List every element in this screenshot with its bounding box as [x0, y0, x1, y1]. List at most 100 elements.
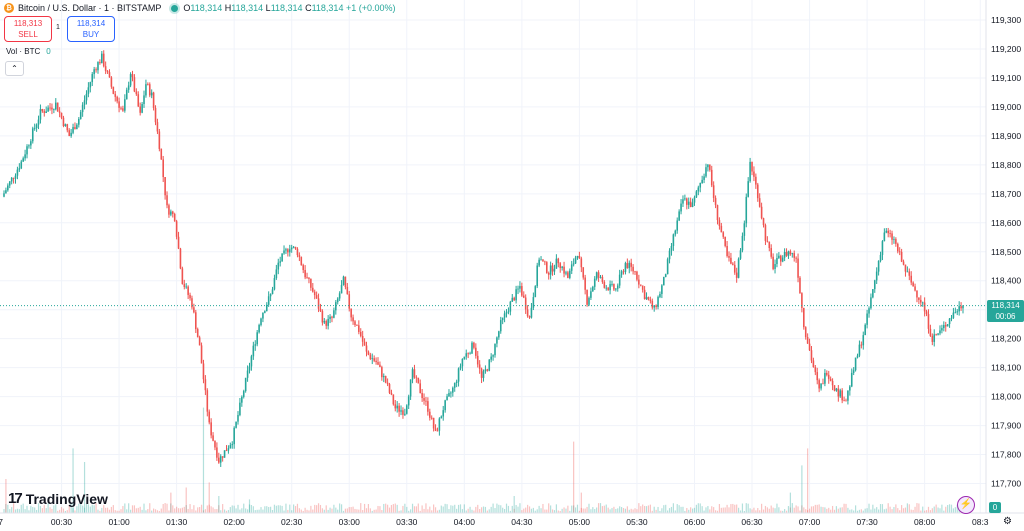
volume-bar	[116, 510, 118, 513]
volume-bar	[126, 509, 128, 513]
candle	[820, 383, 822, 389]
candle	[517, 288, 519, 290]
volume-bar	[233, 505, 235, 513]
price-axis[interactable]: 119,300 119,200 119,100 119,000 118,900 118,8…	[991, 15, 1021, 489]
volume-spike	[202, 407, 205, 513]
candle	[590, 291, 592, 298]
candle	[950, 317, 953, 319]
volume-bar	[396, 504, 398, 513]
candle	[716, 205, 719, 221]
candle	[651, 300, 654, 308]
volume-bar	[373, 509, 375, 513]
volume-bar	[208, 504, 210, 513]
volume-bar	[500, 505, 502, 513]
volume-bar	[853, 510, 855, 513]
volume-bar	[264, 506, 266, 513]
volume-bar	[588, 503, 590, 513]
candle	[726, 245, 728, 256]
volume-bar	[553, 510, 556, 513]
volume-bar	[592, 507, 594, 513]
candle	[785, 251, 788, 256]
volume-bar	[511, 505, 513, 513]
candle	[317, 298, 320, 309]
volume-bar	[714, 510, 717, 513]
candle	[231, 444, 234, 446]
candle	[262, 312, 264, 319]
volume-bar	[680, 506, 682, 513]
volume-bar	[667, 510, 669, 513]
volume-bar	[490, 506, 492, 513]
gear-icon[interactable]: ⚙	[1003, 516, 1012, 527]
volume-bar	[108, 509, 111, 513]
candle	[728, 255, 730, 258]
volume-bar	[935, 504, 937, 513]
sell-button[interactable]: 118,313 SELL	[4, 16, 52, 42]
lightning-icon[interactable]: ⚡	[957, 496, 975, 514]
candle	[233, 427, 235, 445]
volume-bar	[749, 508, 751, 513]
candle	[760, 206, 763, 219]
volume-bar	[736, 504, 738, 513]
volume-bar	[879, 504, 882, 513]
collapse-legend-button[interactable]: ⌃	[5, 61, 24, 76]
candle	[542, 259, 544, 262]
candle	[434, 428, 437, 431]
volume-bar	[281, 505, 283, 513]
volume-bar	[941, 504, 943, 513]
volume-bar	[172, 505, 174, 513]
candle	[574, 257, 577, 264]
volume-bar	[467, 508, 469, 513]
buy-price: 118,314	[76, 19, 106, 28]
volume-bar	[450, 505, 452, 513]
candle	[191, 298, 193, 308]
volume-bar	[822, 507, 824, 513]
candle	[507, 311, 510, 313]
candle	[524, 297, 527, 310]
volume-bar	[862, 510, 864, 513]
candle	[145, 84, 147, 96]
volume-bar	[488, 509, 490, 513]
candle	[260, 318, 262, 325]
x-tick-label: 05:00	[569, 517, 591, 527]
candle	[244, 377, 247, 392]
candle	[99, 62, 101, 64]
time-axis[interactable]: 7 00:30 01:00 01:30 02:00 02:30 03:00 03:30 04:0…	[0, 517, 989, 527]
candle	[482, 371, 485, 378]
candle	[701, 179, 703, 183]
volume-bar	[525, 507, 527, 513]
volume-bar	[906, 503, 908, 513]
symbol-legend[interactable]: ₿ Bitcoin / U.S. Dollar · 1 · BITSTAMP O…	[4, 1, 396, 15]
volume-bar	[870, 509, 872, 513]
candle	[310, 278, 312, 288]
candle	[379, 364, 381, 368]
volume-bar	[933, 506, 935, 513]
symbol-title[interactable]: Bitcoin / U.S. Dollar · 1 · BITSTAMP	[18, 3, 162, 13]
candle	[315, 295, 318, 299]
candle	[70, 132, 72, 137]
volume-bar	[250, 504, 253, 513]
volume-bar	[256, 509, 258, 513]
volume-bar	[279, 505, 281, 513]
volume-bar	[248, 504, 251, 513]
candle	[532, 297, 535, 308]
candle	[333, 310, 335, 318]
candle	[592, 286, 594, 292]
volume-bar	[753, 507, 755, 513]
candle	[747, 181, 749, 197]
candle	[139, 106, 141, 113]
candle	[772, 256, 774, 269]
volume-bar	[410, 509, 412, 513]
volume-legend[interactable]: Vol · BTC 0	[6, 47, 51, 56]
candle	[680, 203, 682, 212]
candle	[350, 308, 352, 318]
buy-button[interactable]: 118,314 BUY	[67, 16, 115, 42]
candle	[787, 251, 790, 256]
volume-bar	[14, 509, 17, 513]
candle	[290, 247, 293, 250]
volume-bar	[181, 507, 183, 513]
volume-bar	[36, 509, 38, 513]
candle	[359, 331, 362, 336]
tradingview-logo[interactable]: 17 TradingView	[8, 490, 108, 507]
volume-bar	[387, 504, 389, 513]
